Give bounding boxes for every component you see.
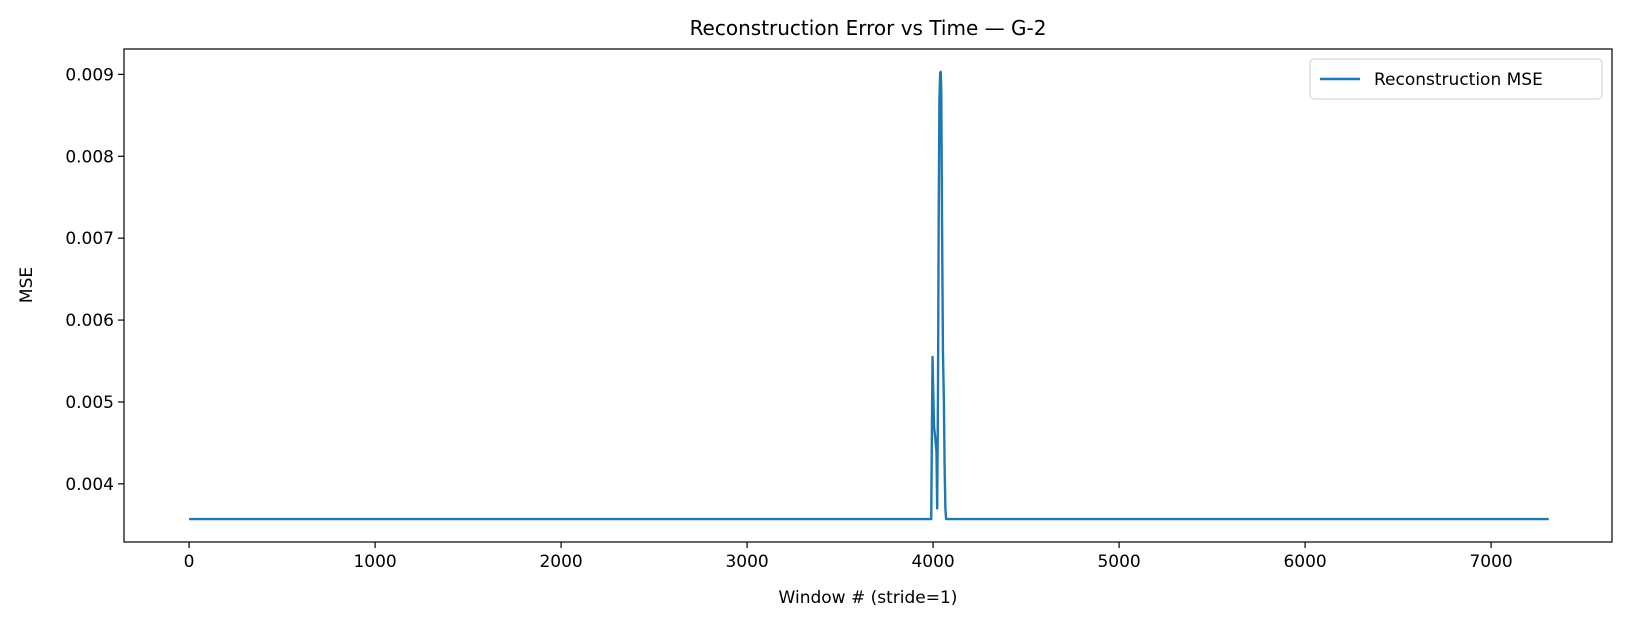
y-tick-label: 0.006 [65,311,114,331]
y-tick-label: 0.009 [65,65,114,85]
x-tick-label: 6000 [1283,552,1326,572]
y-axis-label: MSE [17,267,37,303]
x-axis-label: Window # (stride=1) [779,588,958,608]
y-tick-label: 0.007 [65,229,114,249]
x-tick-label: 2000 [539,552,582,572]
x-tick-label: 0 [184,552,195,572]
plot-frame [123,48,1613,543]
y-tick-label: 0.008 [65,147,114,167]
y-tick-label: 0.004 [65,475,114,495]
series-line [189,70,1549,521]
x-tick-label: 7000 [1469,552,1512,572]
legend-label: Reconstruction MSE [1374,70,1543,90]
x-tick-label: 4000 [911,552,954,572]
legend: Reconstruction MSE [1309,58,1603,100]
y-tick-label: 0.005 [65,393,114,413]
plot-area [189,70,1549,521]
x-tick-label: 3000 [725,552,768,572]
axes: 0 1000 2000 3000 4000 5000 6000 7000 0.004 0.005 0… [65,48,1613,572]
x-tick-label: 1000 [353,552,396,572]
chart-title: Reconstruction Error vs Time — G-2 [690,16,1047,40]
legend-box [1309,58,1603,100]
x-tick-label: 5000 [1097,552,1140,572]
